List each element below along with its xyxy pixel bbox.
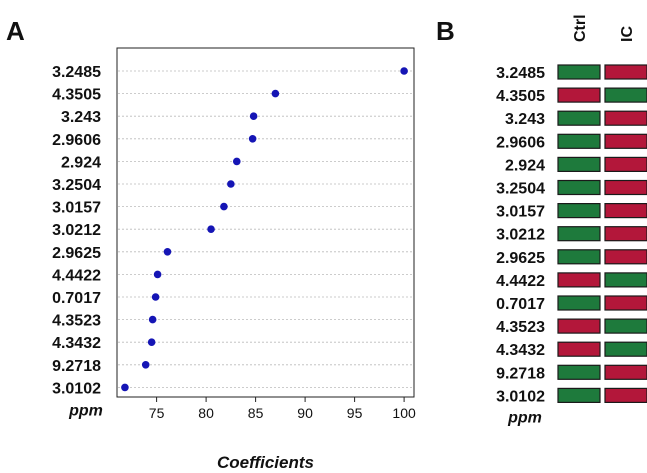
data-point bbox=[141, 361, 150, 369]
row-label: 3.0157 bbox=[496, 204, 545, 221]
y-axis-unit: ppm bbox=[68, 402, 103, 419]
data-points bbox=[121, 67, 408, 392]
data-point bbox=[121, 383, 129, 392]
heatmap-unit: ppm bbox=[507, 409, 542, 426]
row-label: 3.0212 bbox=[496, 227, 545, 244]
y-tick-label: 4.4422 bbox=[52, 267, 101, 284]
heatmap-cell bbox=[557, 87, 601, 103]
heatmap-cell bbox=[557, 156, 601, 172]
heatmap-cell bbox=[604, 249, 647, 265]
y-tick-label: 3.2504 bbox=[52, 177, 101, 194]
data-point bbox=[153, 270, 162, 279]
row-label: 4.3523 bbox=[496, 319, 545, 336]
heatmap-cell bbox=[604, 110, 647, 126]
y-tick-label: 0.7017 bbox=[52, 290, 101, 307]
column-header: IC bbox=[619, 26, 636, 42]
x-tick-label: 80 bbox=[198, 405, 214, 421]
x-ticks: 75 80 85 90 95 100 bbox=[149, 397, 416, 421]
column-header: Ctrl bbox=[572, 14, 589, 42]
x-tick-label: 100 bbox=[392, 405, 416, 421]
x-tick-label: 95 bbox=[347, 405, 363, 421]
ctrl-ic-heatmap: Ctrl IC 3.2485 4.3505 3.243 2.9606 2.924 3.250… bbox=[496, 14, 647, 426]
plot-frame bbox=[116, 47, 415, 398]
y-tick-labels: 3.2485 4.3505 3.243 2.9606 2.924 3.2504 3.0157… bbox=[52, 64, 101, 397]
y-tick-label: 4.3505 bbox=[52, 87, 101, 104]
data-point bbox=[271, 89, 280, 98]
y-tick-label: 4.3432 bbox=[52, 335, 101, 352]
x-tick-label: 75 bbox=[149, 405, 165, 421]
row-label: 3.243 bbox=[505, 111, 545, 128]
y-tick-label: 2.924 bbox=[61, 154, 101, 171]
heatmap-cells bbox=[557, 64, 647, 403]
y-tick-label: 3.0157 bbox=[52, 200, 101, 217]
heatmap-cell bbox=[557, 364, 601, 380]
heatmap-cell bbox=[604, 318, 647, 334]
heatmap-cell bbox=[557, 341, 601, 357]
column-headers: Ctrl IC bbox=[572, 14, 636, 42]
heatmap-cell bbox=[557, 272, 601, 288]
data-point bbox=[147, 338, 156, 347]
heatmap-cell bbox=[604, 203, 647, 219]
heatmap-cell bbox=[557, 318, 601, 334]
heatmap-cell bbox=[604, 226, 647, 242]
heatmap-cell bbox=[557, 203, 601, 219]
row-label: 3.0102 bbox=[496, 388, 545, 405]
heatmap-cell bbox=[557, 179, 601, 196]
y-tick-label: 2.9625 bbox=[52, 245, 101, 262]
gridlines bbox=[118, 70, 413, 388]
data-point bbox=[207, 225, 215, 233]
y-tick-label: 3.0212 bbox=[52, 222, 101, 239]
data-point bbox=[248, 135, 257, 143]
heatmap-cell bbox=[604, 133, 647, 149]
row-label: 4.3505 bbox=[496, 88, 545, 105]
heatmap-cell bbox=[604, 156, 647, 172]
data-point bbox=[249, 112, 258, 120]
data-point bbox=[163, 248, 172, 256]
y-tick-label: 3.2485 bbox=[52, 64, 101, 81]
y-tick-label: 4.3523 bbox=[52, 313, 101, 330]
heatmap-cell bbox=[604, 341, 647, 357]
panel-a-letter: A bbox=[6, 16, 25, 46]
row-label: 4.4422 bbox=[496, 273, 545, 290]
heatmap-cell bbox=[557, 133, 601, 149]
row-label: 4.3432 bbox=[496, 342, 545, 359]
row-label: 9.2718 bbox=[496, 365, 545, 382]
x-tick-label: 90 bbox=[297, 405, 313, 421]
data-point bbox=[232, 157, 241, 166]
row-label: 0.7017 bbox=[496, 296, 545, 313]
heatmap-cell bbox=[557, 226, 601, 242]
heatmap-cell bbox=[604, 272, 647, 288]
y-tick-label: 3.0102 bbox=[52, 380, 101, 397]
heatmap-cell bbox=[557, 110, 601, 126]
heatmap-cell bbox=[604, 295, 647, 311]
heatmap-cell bbox=[557, 295, 601, 311]
row-label: 2.9625 bbox=[496, 250, 545, 267]
coefficient-dot-plot: 3.2485 4.3505 3.243 2.9606 2.924 3.2504 3.0157… bbox=[52, 47, 416, 472]
x-tick-label: 85 bbox=[248, 405, 264, 421]
heatmap-cell bbox=[604, 387, 647, 403]
data-point bbox=[148, 315, 157, 324]
data-point bbox=[220, 202, 228, 211]
heatmap-cell bbox=[557, 64, 601, 80]
heatmap-cell bbox=[604, 179, 647, 196]
row-label: 3.2504 bbox=[496, 181, 545, 198]
row-label: 3.2485 bbox=[496, 65, 545, 82]
y-tick-label: 3.243 bbox=[61, 109, 101, 126]
row-label: 2.9606 bbox=[496, 134, 545, 151]
heatmap-cell bbox=[557, 249, 601, 265]
heatmap-cell bbox=[557, 387, 601, 403]
row-labels: 3.2485 4.3505 3.243 2.9606 2.924 3.2504 3.0157… bbox=[496, 65, 545, 405]
x-axis-title: Coefficients bbox=[217, 453, 314, 472]
y-tick-label: 2.9606 bbox=[52, 132, 101, 149]
row-label: 2.924 bbox=[505, 157, 545, 174]
heatmap-cell bbox=[604, 364, 647, 380]
heatmap-cell bbox=[604, 64, 647, 80]
y-tick-label: 9.2718 bbox=[52, 358, 101, 375]
data-point bbox=[400, 67, 408, 75]
data-point bbox=[227, 180, 235, 188]
heatmap-cell bbox=[604, 87, 647, 103]
data-point bbox=[151, 293, 160, 301]
panel-b-letter: B bbox=[436, 16, 455, 46]
